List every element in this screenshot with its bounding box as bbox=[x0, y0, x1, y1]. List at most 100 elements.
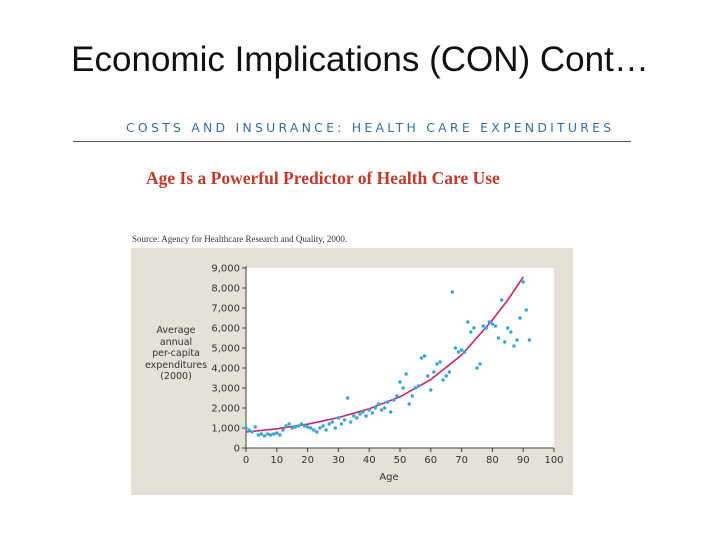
y-axis-label: Average annual per-capita expenditures (… bbox=[136, 325, 216, 383]
data-point bbox=[438, 360, 442, 364]
data-point bbox=[370, 411, 374, 415]
data-point bbox=[333, 426, 338, 430]
x-tick-label: 60 bbox=[424, 455, 437, 466]
data-point bbox=[268, 433, 273, 437]
data-point bbox=[432, 370, 436, 374]
data-point bbox=[493, 324, 498, 328]
data-point bbox=[462, 350, 467, 354]
x-tick-label: 20 bbox=[301, 455, 314, 466]
data-point bbox=[278, 433, 282, 437]
data-point bbox=[404, 372, 408, 376]
data-point bbox=[484, 326, 488, 330]
data-point bbox=[336, 416, 341, 420]
data-point bbox=[385, 400, 390, 404]
data-point bbox=[318, 426, 322, 430]
data-point bbox=[413, 386, 418, 390]
source-note: Source: Agency for Healthcare Research a… bbox=[132, 234, 348, 244]
data-point bbox=[469, 330, 473, 334]
y-axis-label-line: Average bbox=[156, 325, 196, 336]
data-point bbox=[256, 433, 261, 437]
data-point bbox=[499, 298, 504, 302]
y-tick-label: 9,000 bbox=[211, 264, 240, 275]
data-point bbox=[395, 394, 399, 398]
data-point bbox=[435, 362, 439, 366]
data-point bbox=[275, 431, 279, 435]
scatter-chart: 0 1,000 2,000 3,000 4,000 5,000 6,000 7,000 8,00… bbox=[211, 264, 563, 484]
data-point bbox=[352, 414, 356, 418]
data-point bbox=[290, 426, 294, 430]
data-point bbox=[247, 428, 251, 432]
chart-title: Age Is a Powerful Predictor of Health Ca… bbox=[146, 168, 500, 188]
data-point bbox=[481, 324, 485, 328]
x-tick-label: 10 bbox=[270, 455, 283, 466]
data-point bbox=[407, 402, 411, 406]
data-point bbox=[398, 380, 402, 384]
x-tick-label: 30 bbox=[332, 455, 345, 466]
data-point bbox=[293, 425, 297, 429]
data-point bbox=[296, 424, 301, 428]
data-point bbox=[349, 420, 353, 424]
data-point bbox=[450, 290, 455, 294]
data-point bbox=[419, 356, 424, 360]
data-point bbox=[376, 402, 381, 406]
data-point bbox=[524, 308, 528, 312]
data-point bbox=[389, 410, 393, 414]
x-tick-label: 70 bbox=[455, 455, 468, 466]
data-point bbox=[453, 346, 458, 350]
x-tick-label: 0 bbox=[243, 455, 249, 466]
data-point bbox=[472, 326, 476, 330]
x-tick-label: 80 bbox=[486, 455, 499, 466]
y-tick-label: 6,000 bbox=[211, 324, 240, 335]
data-point bbox=[447, 370, 451, 374]
data-point bbox=[518, 316, 522, 320]
x-tick-label: 50 bbox=[394, 455, 407, 466]
plot-area bbox=[246, 268, 554, 448]
data-point bbox=[429, 388, 433, 392]
data-point bbox=[253, 425, 257, 429]
data-point bbox=[401, 386, 405, 390]
data-point bbox=[422, 354, 427, 358]
y-tick-label: 2,000 bbox=[211, 404, 240, 415]
y-axis-label-line: per-capita bbox=[152, 348, 200, 359]
y-tick-label: 0 bbox=[234, 444, 240, 455]
data-point bbox=[299, 422, 304, 426]
data-point bbox=[487, 320, 492, 324]
data-point bbox=[512, 344, 516, 348]
data-point bbox=[441, 378, 445, 382]
data-point bbox=[503, 340, 507, 344]
data-point bbox=[262, 434, 267, 438]
y-tick-label: 5,000 bbox=[211, 344, 240, 355]
data-point bbox=[444, 374, 448, 378]
data-point bbox=[379, 408, 384, 412]
y-tick-label: 7,000 bbox=[211, 304, 240, 315]
data-point bbox=[475, 366, 479, 370]
section-header: COSTS AND INSURANCE: HEALTH CARE EXPENDI… bbox=[126, 120, 615, 135]
x-axis-label: Age bbox=[379, 472, 398, 483]
data-point bbox=[358, 412, 362, 416]
y-tick-label: 3,000 bbox=[211, 384, 240, 395]
data-point bbox=[496, 336, 501, 340]
data-point bbox=[416, 384, 421, 388]
data-point bbox=[382, 406, 387, 410]
data-point bbox=[305, 425, 310, 429]
data-point bbox=[515, 338, 519, 342]
data-point bbox=[506, 326, 510, 330]
slide-title: Economic Implications (CON) Cont… bbox=[71, 40, 649, 79]
data-point bbox=[302, 424, 307, 428]
data-point bbox=[355, 416, 359, 420]
y-tick-label: 8,000 bbox=[211, 284, 240, 295]
data-point bbox=[315, 430, 319, 434]
y-tick-label: 4,000 bbox=[211, 364, 240, 375]
data-point bbox=[478, 362, 482, 366]
data-point bbox=[410, 394, 415, 398]
y-axis-label-line: (2000) bbox=[160, 371, 192, 382]
data-point bbox=[364, 414, 368, 418]
data-point bbox=[361, 410, 365, 414]
data-point bbox=[284, 424, 288, 428]
data-point bbox=[527, 338, 532, 342]
y-tick-label: 1,000 bbox=[211, 424, 240, 435]
x-tick-label: 90 bbox=[517, 455, 530, 466]
data-point bbox=[312, 428, 316, 432]
data-point bbox=[367, 408, 371, 412]
data-point bbox=[459, 348, 464, 352]
